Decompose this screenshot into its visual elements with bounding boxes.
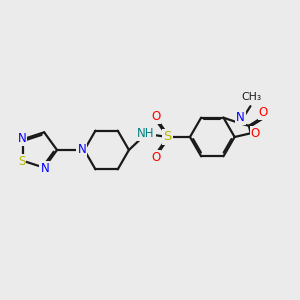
Text: S: S — [18, 155, 26, 168]
Text: N: N — [17, 132, 26, 145]
Text: N: N — [77, 143, 86, 157]
Text: O: O — [151, 110, 160, 123]
Text: O: O — [250, 127, 260, 140]
Text: NH: NH — [137, 128, 155, 140]
Text: O: O — [151, 151, 160, 164]
Text: N: N — [236, 111, 244, 124]
Text: S: S — [164, 130, 172, 143]
Text: O: O — [259, 106, 268, 119]
Text: CH₃: CH₃ — [241, 92, 261, 102]
Text: N: N — [40, 162, 49, 175]
